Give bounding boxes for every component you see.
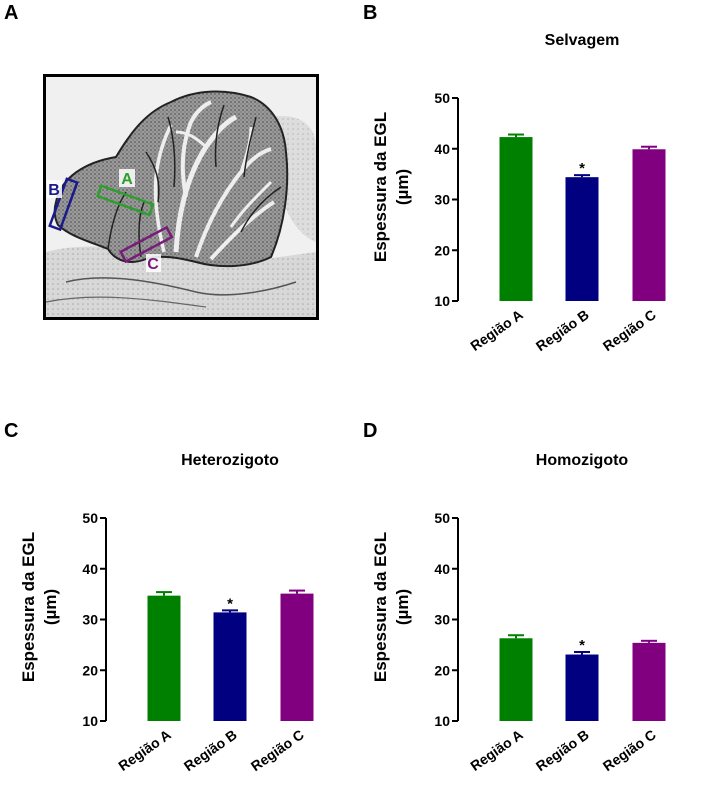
chart-homozigoto: Homozigoto Espessura da EGL (µm) 10 20 30 40 50…: [371, 452, 666, 774]
region-box-b: [48, 177, 79, 232]
bar-regiao-b: [213, 612, 247, 721]
region-box-a: [96, 184, 155, 217]
y-tick-label: 10: [434, 293, 450, 309]
region-box-c: [119, 225, 174, 264]
x-tick-label: Região B: [181, 726, 240, 774]
bar-regiao-a: [499, 137, 533, 301]
panel-letter-b: B: [363, 2, 378, 24]
y-axis-unit: (µm): [41, 589, 60, 625]
region-label-c: C: [147, 256, 159, 273]
y-tick-label: 40: [434, 561, 450, 577]
x-tick-label: Região C: [600, 726, 659, 774]
cerebellum-micrograph: A B C: [43, 74, 319, 320]
chart-title: Selvagem: [545, 32, 620, 49]
y-tick-label: 20: [434, 662, 450, 678]
y-tick-label: 30: [434, 192, 450, 208]
region-label-b: B: [48, 182, 60, 199]
x-tick-label: Região A: [467, 306, 525, 354]
x-tick-label: Região A: [467, 726, 525, 774]
x-tick-label: Região B: [533, 306, 592, 354]
y-tick-label: 40: [434, 141, 450, 157]
x-tick-label: Região C: [248, 726, 307, 774]
y-axis-unit: (µm): [393, 589, 412, 625]
bar-regiao-c: [632, 642, 666, 721]
y-tick-label: 10: [82, 713, 98, 729]
y-tick-label: 10: [434, 713, 450, 729]
panel-letter-a: A: [4, 2, 19, 24]
chart-selvagem: Selvagem Espessura da EGL (µm) 10 20 30 40 50 Re…: [371, 32, 666, 354]
y-axis-label: Espessura da EGL: [19, 532, 38, 682]
y-tick-label: 50: [434, 90, 450, 106]
significance-marker: *: [579, 637, 585, 654]
panel-letter-c: C: [4, 420, 19, 442]
bar-regiao-b: [565, 654, 599, 721]
bar-regiao-c: [632, 149, 666, 301]
y-tick-label: 50: [82, 510, 98, 526]
chart-heterozigoto: Heterozigoto Espessura da EGL (µm) 10 20 30 40…: [19, 452, 314, 774]
significance-marker: *: [579, 160, 585, 177]
x-tick-label: Região C: [600, 306, 659, 354]
y-tick-label: 30: [434, 612, 450, 628]
y-axis-unit: (µm): [393, 169, 412, 205]
x-tick-label: Região A: [115, 726, 173, 774]
y-tick-label: 20: [434, 242, 450, 258]
y-tick-label: 50: [434, 510, 450, 526]
chart-title: Heterozigoto: [181, 452, 279, 469]
y-axis-label: Espessura da EGL: [371, 532, 390, 682]
bar-regiao-a: [499, 638, 533, 721]
bar-regiao-c: [280, 593, 314, 721]
chart-title: Homozigoto: [536, 452, 629, 469]
y-tick-label: 20: [82, 662, 98, 678]
y-tick-label: 30: [82, 612, 98, 628]
y-axis-label: Espessura da EGL: [371, 112, 390, 262]
bar-regiao-a: [147, 595, 181, 721]
region-label-a: A: [121, 171, 133, 188]
x-tick-label: Região B: [533, 726, 592, 774]
cerebellum-section-image: A B C: [46, 77, 316, 317]
y-tick-label: 40: [82, 561, 98, 577]
significance-marker: *: [227, 595, 233, 612]
panel-letter-d: D: [363, 420, 378, 442]
bar-regiao-b: [565, 177, 599, 301]
